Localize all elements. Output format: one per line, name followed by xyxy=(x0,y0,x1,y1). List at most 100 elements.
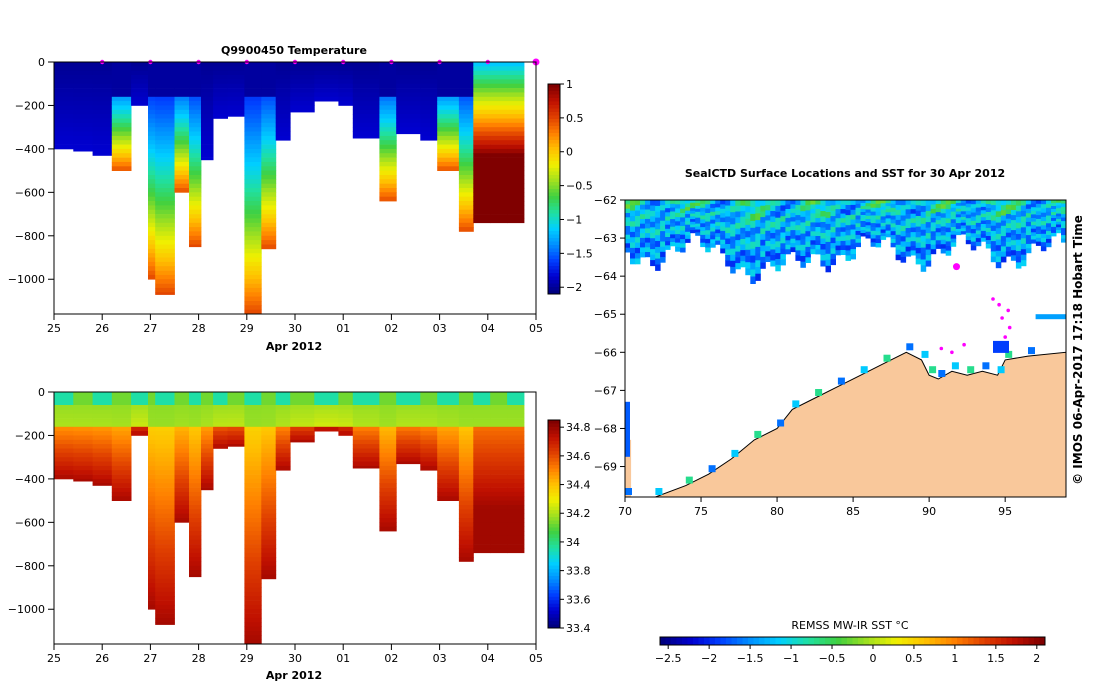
sst-cell xyxy=(660,241,666,248)
profile-cell xyxy=(290,400,315,406)
profile-cell xyxy=(507,192,525,197)
sst-cell xyxy=(760,239,766,246)
sst-cell xyxy=(640,237,646,244)
profile-cell xyxy=(396,457,421,462)
profile-cell xyxy=(148,522,156,527)
profile-cell xyxy=(261,548,277,554)
profile-cell xyxy=(155,452,175,458)
sst-cell xyxy=(915,216,922,222)
profile-cell xyxy=(189,426,202,432)
sst-cell xyxy=(670,230,676,235)
profile-cell xyxy=(490,544,508,549)
sst-cell xyxy=(840,200,846,205)
colorbar-swatch xyxy=(548,290,560,295)
sst-cell xyxy=(775,264,781,272)
profile-cell xyxy=(490,140,508,145)
profile-cell xyxy=(338,422,354,428)
x-tick-label: 03 xyxy=(433,322,447,335)
profile-cell xyxy=(155,622,175,625)
profile-cell xyxy=(314,422,339,428)
profile-cell xyxy=(490,109,508,115)
profile-cell xyxy=(213,70,228,76)
sst-cell xyxy=(960,217,967,221)
sst-cell xyxy=(950,238,957,243)
profile-cell xyxy=(148,270,156,276)
coastal-sst-cell xyxy=(625,488,632,495)
sst-cell xyxy=(715,233,721,238)
sst-cell xyxy=(985,224,992,229)
profile-cell xyxy=(201,62,214,67)
sst-cell xyxy=(795,255,801,261)
profile-cell xyxy=(155,214,175,219)
profile-cell xyxy=(174,62,190,67)
coastal-sst-cell xyxy=(1028,347,1035,355)
colorbar-swatch xyxy=(548,87,560,92)
profile-cell xyxy=(458,418,474,423)
sst-cell xyxy=(675,234,681,239)
profile-cell xyxy=(458,109,474,115)
profile-cell xyxy=(396,435,421,441)
sst-cell xyxy=(835,245,841,251)
sst-cell xyxy=(740,244,746,251)
sst-cell xyxy=(975,234,982,239)
colorbar-swatch xyxy=(548,510,560,515)
profile-cell xyxy=(490,413,508,419)
sst-cell xyxy=(665,232,671,238)
sst-cell xyxy=(860,206,866,210)
sst-cell xyxy=(745,256,751,263)
sst-cell xyxy=(1040,208,1047,214)
sst-cell xyxy=(790,234,796,240)
sst-cell xyxy=(965,225,972,230)
sst-cell xyxy=(825,229,831,237)
sst-cell xyxy=(715,236,721,242)
sst-cell xyxy=(735,205,741,212)
sst-cell xyxy=(1020,254,1027,261)
profile-cell xyxy=(396,431,421,436)
profile-cell xyxy=(396,75,421,80)
sst-cell xyxy=(765,241,771,247)
sst-cell xyxy=(1020,216,1027,223)
profile-cell xyxy=(473,192,491,197)
profile-cell xyxy=(155,513,175,519)
profile-cell xyxy=(189,570,202,575)
lon-tick-label: 80 xyxy=(770,505,784,518)
sst-cell xyxy=(745,206,751,213)
profile-cell xyxy=(473,118,491,124)
profile-cell xyxy=(155,474,175,480)
profile-cell xyxy=(213,75,228,80)
profile-cell xyxy=(148,161,156,167)
profile-cell xyxy=(92,70,113,76)
profile-cell xyxy=(54,470,74,475)
sst-cell xyxy=(655,205,661,213)
profile-cell xyxy=(458,431,474,436)
lat-tick-label: −63 xyxy=(594,232,617,245)
profile-cell xyxy=(473,148,491,154)
sst-cell xyxy=(660,251,666,258)
profile-cell xyxy=(458,426,474,432)
colorbar-tick-label: 1 xyxy=(951,652,958,665)
sst-cell xyxy=(995,245,1002,252)
profile-cell xyxy=(379,196,397,202)
sst-cell xyxy=(1015,251,1022,258)
sst-cell xyxy=(960,231,967,235)
profile-cell xyxy=(261,544,277,549)
sst-cell xyxy=(950,219,957,224)
sst-cell xyxy=(625,204,631,210)
profile-cell xyxy=(379,175,397,180)
profile-cell xyxy=(396,422,421,428)
profile-cell xyxy=(111,118,132,124)
y-tick-label: −400 xyxy=(15,473,45,486)
colorbar-swatch xyxy=(548,548,560,553)
profile-cell xyxy=(437,127,460,132)
profile-cell xyxy=(490,92,508,98)
sst-cell xyxy=(990,210,997,216)
profile-cell xyxy=(227,75,245,80)
profile-cell xyxy=(490,396,508,401)
profile-cell xyxy=(507,79,525,85)
profile-cell xyxy=(227,92,245,98)
sst-cell xyxy=(715,203,721,208)
profile-cell xyxy=(189,405,202,410)
profile-cell xyxy=(148,244,156,250)
profile-cell xyxy=(275,92,291,98)
profile-cell xyxy=(379,518,397,523)
